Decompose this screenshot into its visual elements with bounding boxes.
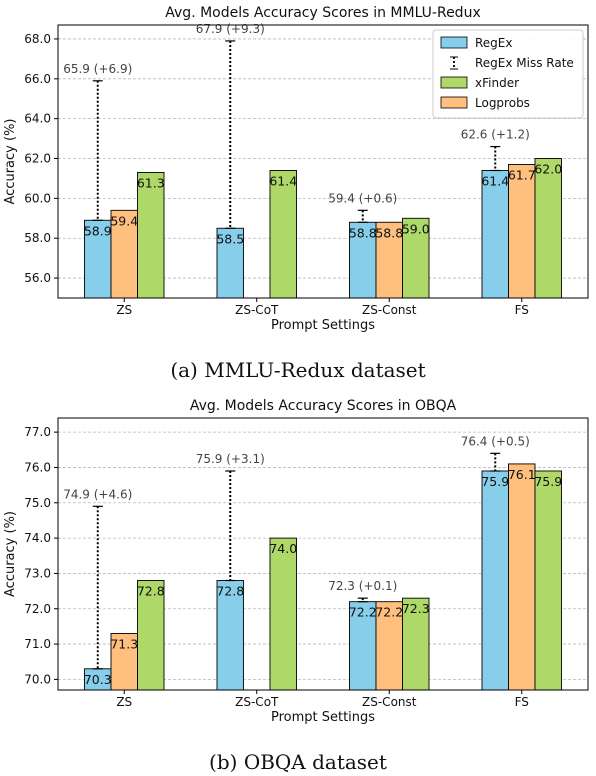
bar-value-label: 72.8: [216, 583, 244, 598]
miss-rate-label: 74.9 (+4.6): [63, 487, 132, 501]
chart-mmlu-redux: 56.0 58.0 60.0 62.0 64.0 66.0 68.0 58.959.4 61.3…: [3, 5, 589, 333]
caption-obqa: (b) OBQA dataset: [209, 750, 387, 774]
x-tick-label: ZS: [116, 303, 132, 317]
bar-value-label: 72.3: [402, 601, 430, 616]
bar-value-label: 72.2: [349, 605, 377, 620]
x-axis-label: Prompt Settings: [271, 318, 375, 333]
miss-rate-label: 65.9 (+6.9): [63, 62, 132, 76]
bar-value-label: 58.9: [84, 223, 112, 238]
bar-regex: [481, 470, 509, 691]
bar-value-label: 74.0: [269, 541, 297, 556]
bar-value-label: 61.7: [508, 167, 536, 182]
bar-value-label: 61.3: [137, 175, 165, 190]
y-tick-label: 68.0: [24, 32, 51, 46]
miss-rate-label: 59.4 (+0.6): [328, 191, 397, 205]
bar-value-label: 70.3: [84, 672, 112, 687]
bar-value-label: 59.0: [402, 221, 430, 236]
x-tick-label: ZS: [116, 695, 132, 709]
legend-label-xfinder: xFinder: [475, 76, 519, 90]
bar-value-label: 71.3: [110, 636, 138, 651]
plot-frame: [57, 417, 589, 691]
y-tick-label: 73.0: [24, 566, 51, 580]
bar-xfinder: [269, 170, 297, 299]
bar-value-label: 62.0: [534, 162, 562, 177]
bar-xfinder: [534, 470, 562, 691]
y-tick-label: 66.0: [24, 72, 51, 86]
legend-label-miss: RegEx Miss Rate: [475, 56, 574, 70]
x-tick-label: ZS-CoT: [235, 695, 279, 709]
bar-logprobs: [375, 221, 403, 299]
chart-obqa: 70.0 71.0 72.0 73.0 74.0 75.0 76.0 77.0 70.3 71.3…: [3, 398, 589, 725]
y-tick-label: 70.0: [24, 672, 51, 686]
bar-value-label: 72.2: [375, 605, 403, 620]
y-tick-label: 60.0: [24, 191, 51, 205]
y-tick-label: 75.0: [24, 496, 51, 510]
bar-value-label: 61.4: [269, 173, 297, 188]
bar-xfinder: [402, 597, 430, 691]
bar-xfinder: [534, 158, 562, 299]
chart-title: Avg. Models Accuracy Scores in MMLU-Redu…: [165, 5, 480, 21]
legend-label-regex: RegEx: [475, 36, 512, 50]
miss-rate-label: 67.9 (+9.3): [196, 22, 265, 36]
miss-rate-label: 62.6 (+1.2): [461, 128, 530, 142]
x-axis-label: Prompt Settings: [271, 710, 375, 725]
bar-value-label: 61.4: [481, 173, 509, 188]
bar-regex: [84, 219, 112, 299]
x-tick-label: FS: [515, 695, 529, 709]
bar-value-label: 75.9: [481, 474, 509, 489]
miss-rate-label: 75.9 (+3.1): [196, 452, 265, 466]
bar-regex: [349, 601, 377, 691]
miss-rate-label: 72.3 (+0.1): [328, 579, 397, 593]
bar-value-label: 59.4: [110, 213, 138, 228]
bar-value-label: 76.1: [508, 467, 536, 482]
y-tick-label: 56.0: [24, 271, 51, 285]
legend-label-logprobs: Logprobs: [475, 96, 530, 110]
y-tick-label: 72.0: [24, 602, 51, 616]
bar-value-label: 75.9: [534, 474, 562, 489]
y-axis-label: Accuracy (%): [3, 511, 18, 597]
bar-value-label: 72.8: [137, 583, 165, 598]
bar-regex: [216, 227, 244, 299]
bar-value-label: 58.5: [216, 231, 244, 246]
y-tick-label: 77.0: [24, 425, 51, 439]
bar-logprobs: [508, 164, 536, 299]
y-tick-label: 76.0: [24, 460, 51, 474]
legend-swatch-logprobs: [440, 96, 468, 109]
bar-value-label: 58.8: [349, 225, 377, 240]
x-tick-label: ZS-Const: [362, 695, 417, 709]
chart-title: Avg. Models Accuracy Scores in OBQA: [190, 398, 457, 414]
bar-logprobs: [508, 463, 536, 691]
y-tick-label: 58.0: [24, 231, 51, 245]
x-tick-label: ZS-Const: [362, 303, 417, 317]
x-tick-label: FS: [515, 303, 529, 317]
caption-mmlu-redux: (a) MMLU-Redux dataset: [170, 358, 425, 382]
legend-swatch-regex: [440, 36, 468, 49]
y-tick-label: 64.0: [24, 112, 51, 126]
legend-box: [432, 29, 584, 119]
bar-xfinder: [137, 172, 165, 299]
legend-swatch-xfinder: [440, 76, 468, 89]
bar-regex: [481, 170, 509, 299]
plot-frame: [57, 24, 589, 299]
y-tick-label: 71.0: [24, 637, 51, 651]
y-axis-label: Accuracy (%): [3, 119, 18, 205]
bar-value-label: 58.8: [375, 225, 403, 240]
miss-rate-label: 76.4 (+0.5): [461, 434, 530, 448]
x-tick-label: ZS-CoT: [235, 303, 279, 317]
y-tick-label: 62.0: [24, 152, 51, 166]
bar-regex: [349, 221, 377, 299]
y-tick-label: 74.0: [24, 531, 51, 545]
bar-xfinder: [269, 537, 297, 691]
